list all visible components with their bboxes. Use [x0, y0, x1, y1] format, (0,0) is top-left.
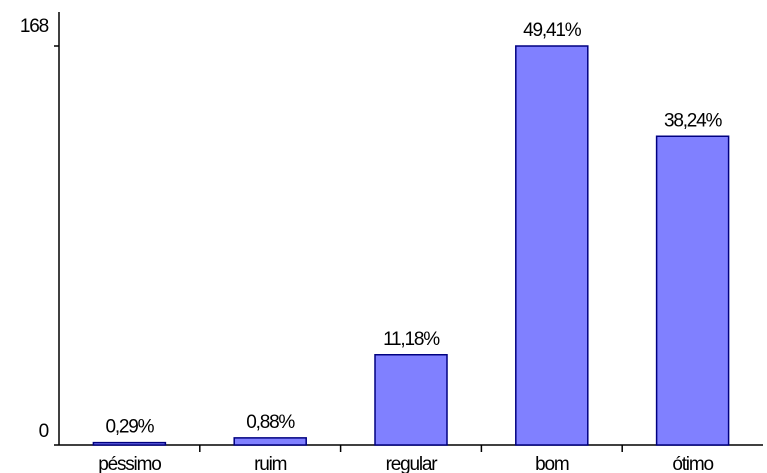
bar-3 [515, 45, 589, 446]
bar-0 [92, 441, 167, 446]
y-tick-label: 0 [39, 421, 49, 442]
data-label-3: 49,41% [523, 20, 582, 41]
data-label-4: 38,24% [664, 110, 723, 131]
data-label-0: 0,29% [105, 417, 154, 438]
bar-1 [233, 437, 307, 446]
x-tick-label-1: ruim [254, 454, 287, 473]
data-label-1: 0,88% [246, 412, 295, 433]
bar-4 [655, 135, 730, 446]
y-tick-label: 168 [20, 16, 49, 37]
data-label-2: 11,18% [383, 329, 440, 350]
x-tick-label-0: péssimo [98, 454, 161, 473]
x-tick-label-2: regular [386, 454, 439, 473]
bar-2 [374, 354, 448, 446]
x-tick-label-3: bom [535, 454, 569, 473]
x-tick-label-4: ótimo [672, 454, 713, 473]
